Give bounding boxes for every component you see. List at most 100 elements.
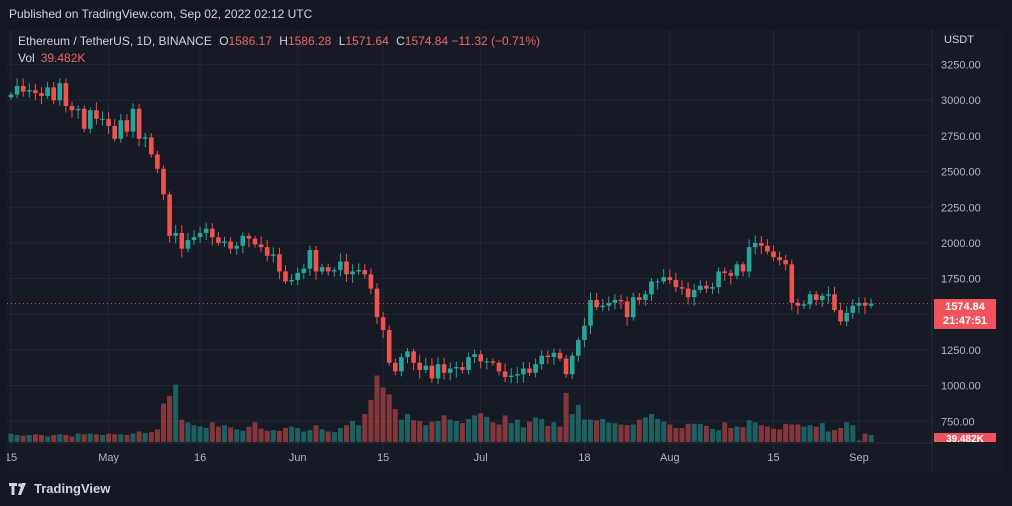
volume-bar bbox=[679, 428, 685, 442]
volume-bar bbox=[520, 427, 526, 442]
volume-bar bbox=[106, 433, 112, 442]
volume-bar bbox=[26, 435, 32, 442]
candle-body bbox=[594, 300, 599, 308]
volume-bar bbox=[581, 419, 587, 442]
volume-bar bbox=[777, 429, 783, 442]
low-label: L bbox=[338, 34, 346, 48]
chart-pane[interactable] bbox=[7, 30, 1004, 472]
volume-bar bbox=[588, 419, 593, 442]
candle-body bbox=[637, 297, 642, 301]
volume-bar bbox=[325, 431, 331, 442]
candle-body bbox=[630, 297, 636, 318]
price-chart[interactable]: 3250.00 3000.00 2750.00 2500.00 2250.00 2000.… bbox=[7, 30, 1004, 472]
candle-body bbox=[313, 250, 319, 272]
candle-body bbox=[271, 254, 276, 256]
volume-bar bbox=[862, 433, 868, 442]
candle-body bbox=[728, 272, 734, 276]
volume-bar bbox=[215, 426, 221, 442]
y-tick-label: 2750.00 bbox=[941, 131, 981, 143]
candle-body bbox=[393, 362, 398, 372]
volume-bar bbox=[716, 430, 722, 442]
open-value: 1586.17 bbox=[228, 34, 272, 48]
volume-bar bbox=[527, 421, 532, 442]
candle-body bbox=[478, 354, 483, 362]
volume-bar bbox=[551, 422, 557, 442]
volume-bar bbox=[825, 431, 831, 442]
volume-bar bbox=[771, 428, 776, 442]
symbol-title[interactable]: Ethereum / TetherUS, 1D, BINANCE bbox=[18, 34, 212, 48]
volume-bar bbox=[484, 416, 490, 442]
volume-bar bbox=[429, 421, 435, 442]
candle-body bbox=[27, 90, 32, 92]
candle-body bbox=[356, 270, 361, 272]
candle-body bbox=[142, 137, 148, 139]
volume-bar bbox=[124, 435, 130, 442]
volume-bar bbox=[69, 436, 75, 442]
high-value: 1586.28 bbox=[287, 34, 332, 48]
volume-bar bbox=[642, 417, 648, 442]
tradingview-logo[interactable]: TradingView bbox=[9, 481, 110, 496]
candle-body bbox=[826, 294, 831, 296]
volume-bar bbox=[344, 425, 349, 442]
volume-bar bbox=[850, 425, 856, 442]
volume-value: 39.482K bbox=[40, 51, 86, 65]
tradingview-logo-icon bbox=[9, 482, 26, 495]
volume-bar bbox=[740, 427, 746, 442]
candle-body bbox=[832, 294, 837, 310]
y-tick-label: 3000.00 bbox=[941, 95, 981, 107]
volume-bar bbox=[295, 428, 301, 442]
volume-bar bbox=[63, 435, 69, 442]
candle-body bbox=[325, 267, 331, 272]
last-price: 1574.84 bbox=[945, 301, 985, 313]
volume-bar bbox=[179, 419, 185, 442]
high-label: H bbox=[279, 34, 288, 48]
candle-body bbox=[545, 355, 551, 358]
candle-body bbox=[295, 272, 300, 281]
candle-body bbox=[81, 108, 87, 129]
y-tick-label: 2000.00 bbox=[941, 238, 981, 250]
x-tick-label: Sep bbox=[849, 452, 869, 464]
volume-bar bbox=[636, 419, 642, 442]
volume-bar bbox=[222, 425, 227, 442]
volume-bar bbox=[441, 415, 447, 442]
candle-body bbox=[332, 270, 337, 272]
candle-body bbox=[551, 352, 557, 358]
y-tick-label: 2250.00 bbox=[941, 202, 981, 214]
candle-body bbox=[228, 241, 233, 249]
volume-bar bbox=[167, 395, 173, 442]
candle-body bbox=[435, 364, 441, 379]
volume-bar bbox=[435, 421, 441, 442]
candle-body bbox=[167, 194, 172, 236]
candle-body bbox=[118, 120, 124, 139]
volume-bar bbox=[594, 420, 600, 442]
candle-body bbox=[222, 241, 227, 243]
candle-body bbox=[752, 242, 758, 248]
candle-body bbox=[557, 352, 563, 359]
volume-bar bbox=[423, 425, 429, 442]
candle-body bbox=[307, 250, 313, 269]
volume-bar bbox=[112, 434, 118, 442]
volume-bar bbox=[57, 434, 63, 442]
candle-body bbox=[173, 232, 178, 236]
candle-body bbox=[399, 357, 404, 372]
candle-body bbox=[533, 364, 538, 373]
low-value: 1571.64 bbox=[345, 34, 389, 48]
candle-body bbox=[429, 365, 435, 379]
tradingview-brand: TradingView bbox=[34, 481, 111, 496]
volume-bar bbox=[502, 415, 508, 442]
candle-body bbox=[63, 83, 69, 106]
last-volume-tag: 39.482K bbox=[934, 433, 996, 442]
candle-body bbox=[423, 365, 429, 370]
volume-bar bbox=[258, 428, 264, 442]
candle-body bbox=[746, 247, 752, 272]
candle-body bbox=[69, 105, 75, 111]
volume-bar bbox=[8, 433, 14, 442]
candle-body bbox=[386, 329, 392, 363]
x-tick-label: Jun bbox=[289, 452, 307, 464]
ohlc-legend: Ethereum / TetherUS, 1D, BINANCE O1586.1… bbox=[18, 34, 540, 48]
candle-body bbox=[795, 302, 801, 306]
candle-body bbox=[39, 93, 44, 96]
volume-bar bbox=[807, 425, 813, 442]
candle-body bbox=[527, 368, 532, 373]
candle-body bbox=[344, 261, 349, 275]
